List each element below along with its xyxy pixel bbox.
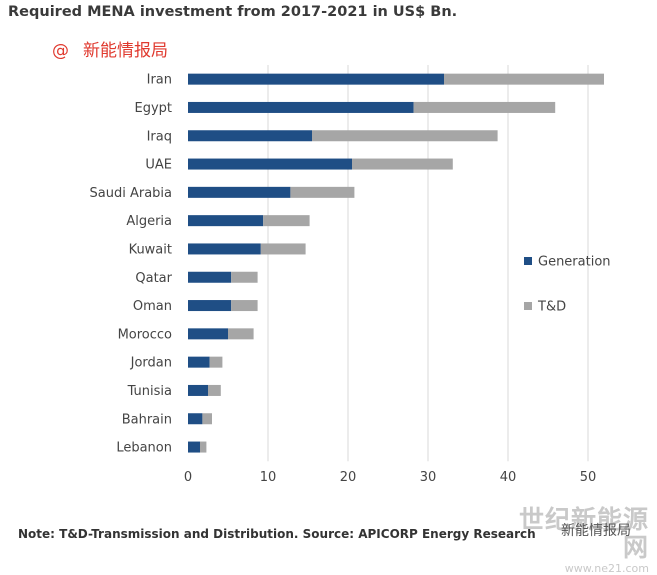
bar-td-iraq	[312, 130, 498, 142]
bar-td-saudi-arabia	[290, 186, 355, 198]
category-label-iran: Iran	[147, 73, 172, 88]
bar-generation-algeria	[188, 215, 264, 227]
category-label-tunisia: Tunisia	[127, 384, 172, 399]
category-label-iraq: Iraq	[147, 129, 172, 144]
bar-generation-tunisia	[188, 384, 208, 396]
bar-generation-iraq	[188, 130, 312, 142]
bar-generation-saudi-arabia	[188, 186, 291, 198]
bar-td-tunisia	[208, 384, 221, 396]
bar-td-morocco	[228, 328, 254, 340]
bar-td-qatar	[231, 271, 258, 283]
bar-generation-qatar	[188, 271, 232, 283]
bar-generation-oman	[188, 300, 232, 312]
watermark-bottom: 世纪新能源网 www.ne21.com 新能情报局	[494, 506, 649, 575]
category-label-uae: UAE	[145, 158, 172, 173]
watermark-url: www.ne21.com	[564, 562, 649, 575]
bar-generation-bahrain	[188, 413, 203, 425]
legend-label-generation: Generation	[538, 255, 611, 270]
bar-td-iran	[444, 73, 604, 85]
bar-generation-morocco	[188, 328, 228, 340]
watermark-overlay: 新能情报局	[561, 523, 631, 539]
bars	[188, 73, 604, 453]
x-tick-label-30: 30	[420, 470, 437, 485]
bar-td-bahrain	[202, 413, 212, 425]
category-label-egypt: Egypt	[134, 101, 172, 116]
bar-td-algeria	[263, 215, 310, 227]
category-labels: Iran Egypt Iraq UAE Saudi Arabia Algeria Kuwai…	[90, 73, 173, 456]
category-label-oman: Oman	[133, 299, 172, 314]
x-tick-label-20: 20	[340, 470, 357, 485]
bar-generation-kuwait	[188, 243, 261, 255]
x-tick-label-40: 40	[500, 470, 517, 485]
bar-td-lebanon	[200, 441, 207, 453]
bar-generation-lebanon	[188, 441, 200, 453]
legend-label-td: T&D	[537, 300, 566, 315]
bar-generation-uae	[188, 158, 352, 170]
footnote: Note: T&D-Transmission and Distribution.…	[18, 527, 536, 541]
bar-chart: Iran Egypt Iraq UAE Saudi Arabia Algeria Kuwai…	[90, 65, 611, 485]
bar-td-kuwait	[260, 243, 306, 255]
bar-td-egypt	[413, 101, 556, 113]
category-label-jordan: Jordan	[130, 356, 172, 371]
legend-swatch-generation	[524, 257, 532, 265]
bar-generation-jordan	[188, 356, 210, 368]
category-label-kuwait: Kuwait	[129, 242, 172, 257]
category-label-lebanon: Lebanon	[116, 441, 172, 456]
chart-title: Required MENA investment from 2017-2021 …	[8, 4, 458, 20]
category-label-bahrain: Bahrain	[122, 412, 172, 427]
watermark-top: @ 新能情报局	[52, 36, 168, 61]
x-tick-label-50: 50	[580, 470, 597, 485]
legend-swatch-td	[524, 302, 532, 310]
category-label-qatar: Qatar	[135, 271, 172, 286]
bar-td-jordan	[209, 356, 223, 368]
category-label-saudi-arabia: Saudi Arabia	[90, 186, 173, 201]
bar-td-uae	[352, 158, 453, 170]
bar-generation-iran	[188, 73, 444, 85]
bar-generation-egypt	[188, 101, 414, 113]
x-tick-label-10: 10	[260, 470, 277, 485]
x-tick-labels: 0 10 20 30 40 50	[184, 470, 596, 485]
category-label-morocco: Morocco	[118, 327, 172, 342]
watermark-brand: 新能情报局	[83, 41, 168, 61]
category-label-algeria: Algeria	[126, 214, 172, 229]
x-tick-label-0: 0	[184, 470, 192, 485]
watermark-big: 世纪新能源网	[518, 505, 649, 562]
bar-td-oman	[231, 300, 258, 312]
legend: Generation T&D	[524, 255, 611, 315]
watermark-at: @	[52, 41, 69, 61]
